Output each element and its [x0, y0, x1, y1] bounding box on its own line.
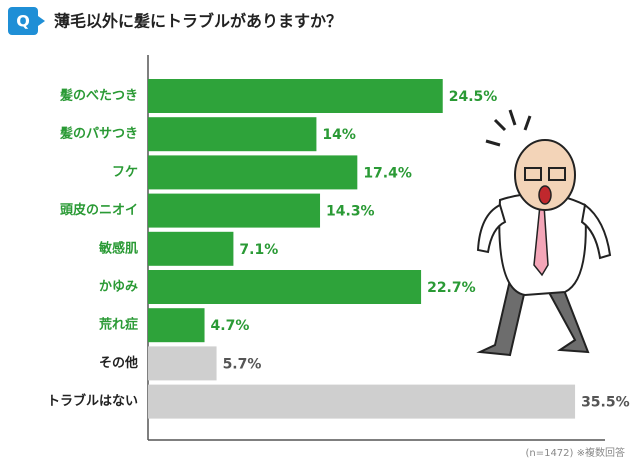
category-label: 頭皮のニオイ [60, 202, 138, 218]
category-label: 髪のべたつき [59, 88, 138, 104]
arm [580, 203, 612, 260]
value-label: 7.1% [239, 242, 278, 258]
shock-lines [485, 109, 532, 147]
bar [148, 231, 234, 266]
value-label: 5.7% [223, 356, 262, 372]
bar [148, 308, 205, 343]
category-label: トラブルはない [47, 393, 138, 409]
bar [148, 155, 358, 190]
category-label: かゆみ [99, 280, 138, 295]
chart-title: 薄毛以外に髪にトラブルがありますか？ [54, 12, 342, 31]
value-label: 4.7% [211, 318, 250, 334]
bar [148, 79, 443, 113]
q-badge-text: Q [16, 12, 30, 31]
category-label: その他 [99, 355, 138, 371]
value-label: 17.4% [363, 165, 412, 181]
category-label: 髪のパサつき [59, 126, 138, 142]
value-label: 24.5% [449, 89, 498, 105]
category-label: 敏感肌 [98, 240, 138, 256]
category-label: フケ [112, 165, 138, 180]
bar [148, 270, 422, 304]
cartoon-man [476, 109, 612, 357]
bar [148, 193, 321, 228]
category-label: 荒れ症 [98, 317, 138, 333]
mouth [538, 185, 552, 205]
value-label: 14% [322, 127, 356, 143]
q-badge-pointer [38, 16, 45, 26]
bar [148, 346, 217, 381]
bar [148, 117, 317, 152]
arm [476, 203, 507, 254]
glasses [548, 167, 566, 181]
glasses [524, 167, 542, 181]
value-label: 22.7% [427, 280, 476, 296]
value-label: 35.5% [581, 395, 630, 411]
footnote: (n=1472) ※複数回答 [525, 446, 625, 459]
value-label: 14.3% [326, 204, 375, 220]
head [514, 139, 576, 211]
bar [148, 384, 576, 419]
q-badge [8, 7, 38, 35]
